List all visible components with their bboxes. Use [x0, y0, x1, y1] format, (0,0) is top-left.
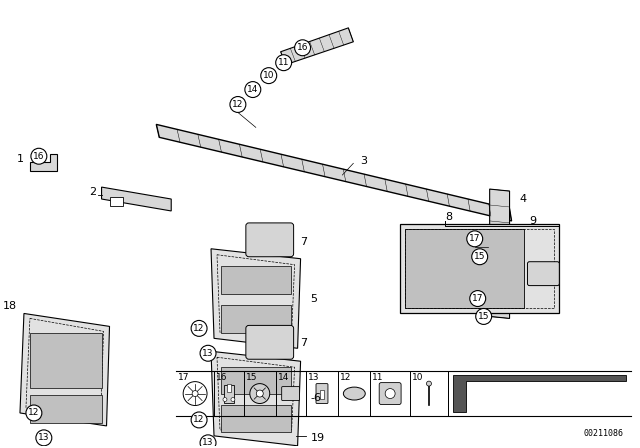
Circle shape [191, 412, 207, 428]
Circle shape [426, 381, 431, 386]
FancyBboxPatch shape [282, 387, 300, 401]
Bar [109, 197, 124, 206]
Circle shape [36, 430, 52, 446]
Ellipse shape [344, 387, 365, 400]
FancyBboxPatch shape [246, 325, 294, 359]
Text: 3: 3 [360, 156, 367, 166]
Text: 18: 18 [3, 302, 17, 311]
Polygon shape [211, 249, 301, 348]
Circle shape [250, 383, 269, 404]
FancyBboxPatch shape [379, 383, 401, 405]
Text: 7: 7 [301, 237, 308, 247]
Text: 00211086: 00211086 [584, 429, 624, 438]
Text: 19: 19 [310, 433, 324, 443]
Text: 17: 17 [178, 373, 189, 382]
Circle shape [200, 435, 216, 448]
Bar [221, 266, 291, 293]
Text: 16: 16 [33, 152, 45, 161]
Bar [221, 367, 291, 394]
Polygon shape [490, 189, 509, 319]
Text: 13: 13 [202, 349, 214, 358]
Text: 5: 5 [310, 293, 317, 304]
Circle shape [294, 40, 310, 56]
FancyBboxPatch shape [316, 383, 328, 404]
Text: 13: 13 [38, 433, 49, 442]
Circle shape [183, 382, 207, 405]
Text: 15: 15 [474, 252, 486, 261]
Circle shape [385, 388, 395, 399]
Circle shape [276, 55, 292, 71]
Circle shape [223, 397, 227, 401]
Polygon shape [20, 314, 109, 426]
Text: 11: 11 [372, 373, 384, 382]
Circle shape [476, 309, 492, 324]
FancyBboxPatch shape [246, 223, 294, 257]
FancyBboxPatch shape [527, 262, 559, 285]
Text: 8: 8 [445, 212, 452, 222]
Text: 7: 7 [301, 338, 308, 348]
Bar [224, 385, 234, 402]
Polygon shape [156, 125, 511, 221]
Bar [227, 383, 231, 392]
Bar [30, 395, 102, 423]
Text: 14: 14 [247, 85, 259, 94]
Circle shape [31, 148, 47, 164]
Circle shape [245, 82, 260, 98]
Text: 13: 13 [202, 438, 214, 447]
Bar [221, 405, 291, 431]
Circle shape [260, 68, 276, 84]
Text: 9: 9 [529, 216, 536, 226]
Text: -6: -6 [310, 393, 321, 403]
Text: 16: 16 [216, 373, 227, 382]
Bar [320, 390, 324, 399]
Polygon shape [30, 154, 57, 171]
Circle shape [26, 405, 42, 421]
Text: 1: 1 [17, 154, 24, 164]
Bar [405, 229, 525, 309]
Circle shape [192, 391, 198, 396]
Circle shape [231, 397, 235, 401]
Text: 11: 11 [278, 58, 289, 67]
Text: 17: 17 [472, 294, 483, 303]
Text: 14: 14 [278, 373, 289, 382]
Text: 2: 2 [90, 187, 97, 197]
Polygon shape [211, 351, 301, 446]
Text: 15: 15 [478, 312, 490, 321]
Text: 10: 10 [412, 373, 424, 382]
Text: 15: 15 [246, 373, 257, 382]
Text: 16: 16 [297, 43, 308, 52]
Circle shape [191, 320, 207, 336]
Circle shape [230, 96, 246, 112]
Circle shape [467, 231, 483, 247]
Circle shape [256, 390, 263, 397]
Circle shape [472, 249, 488, 265]
Bar [221, 306, 291, 333]
Text: 17: 17 [469, 234, 481, 243]
Circle shape [470, 291, 486, 306]
Text: 4: 4 [520, 194, 527, 204]
Bar [30, 333, 102, 388]
Polygon shape [453, 375, 626, 412]
Text: 12: 12 [193, 324, 205, 333]
Text: 10: 10 [263, 71, 275, 80]
Circle shape [200, 345, 216, 361]
Text: 12: 12 [340, 373, 352, 382]
Text: 12: 12 [28, 409, 40, 418]
Text: 13: 13 [308, 373, 319, 382]
Polygon shape [102, 187, 172, 211]
Polygon shape [281, 28, 353, 65]
Text: 12: 12 [232, 100, 244, 109]
Polygon shape [400, 224, 559, 314]
Text: 12: 12 [193, 415, 205, 424]
